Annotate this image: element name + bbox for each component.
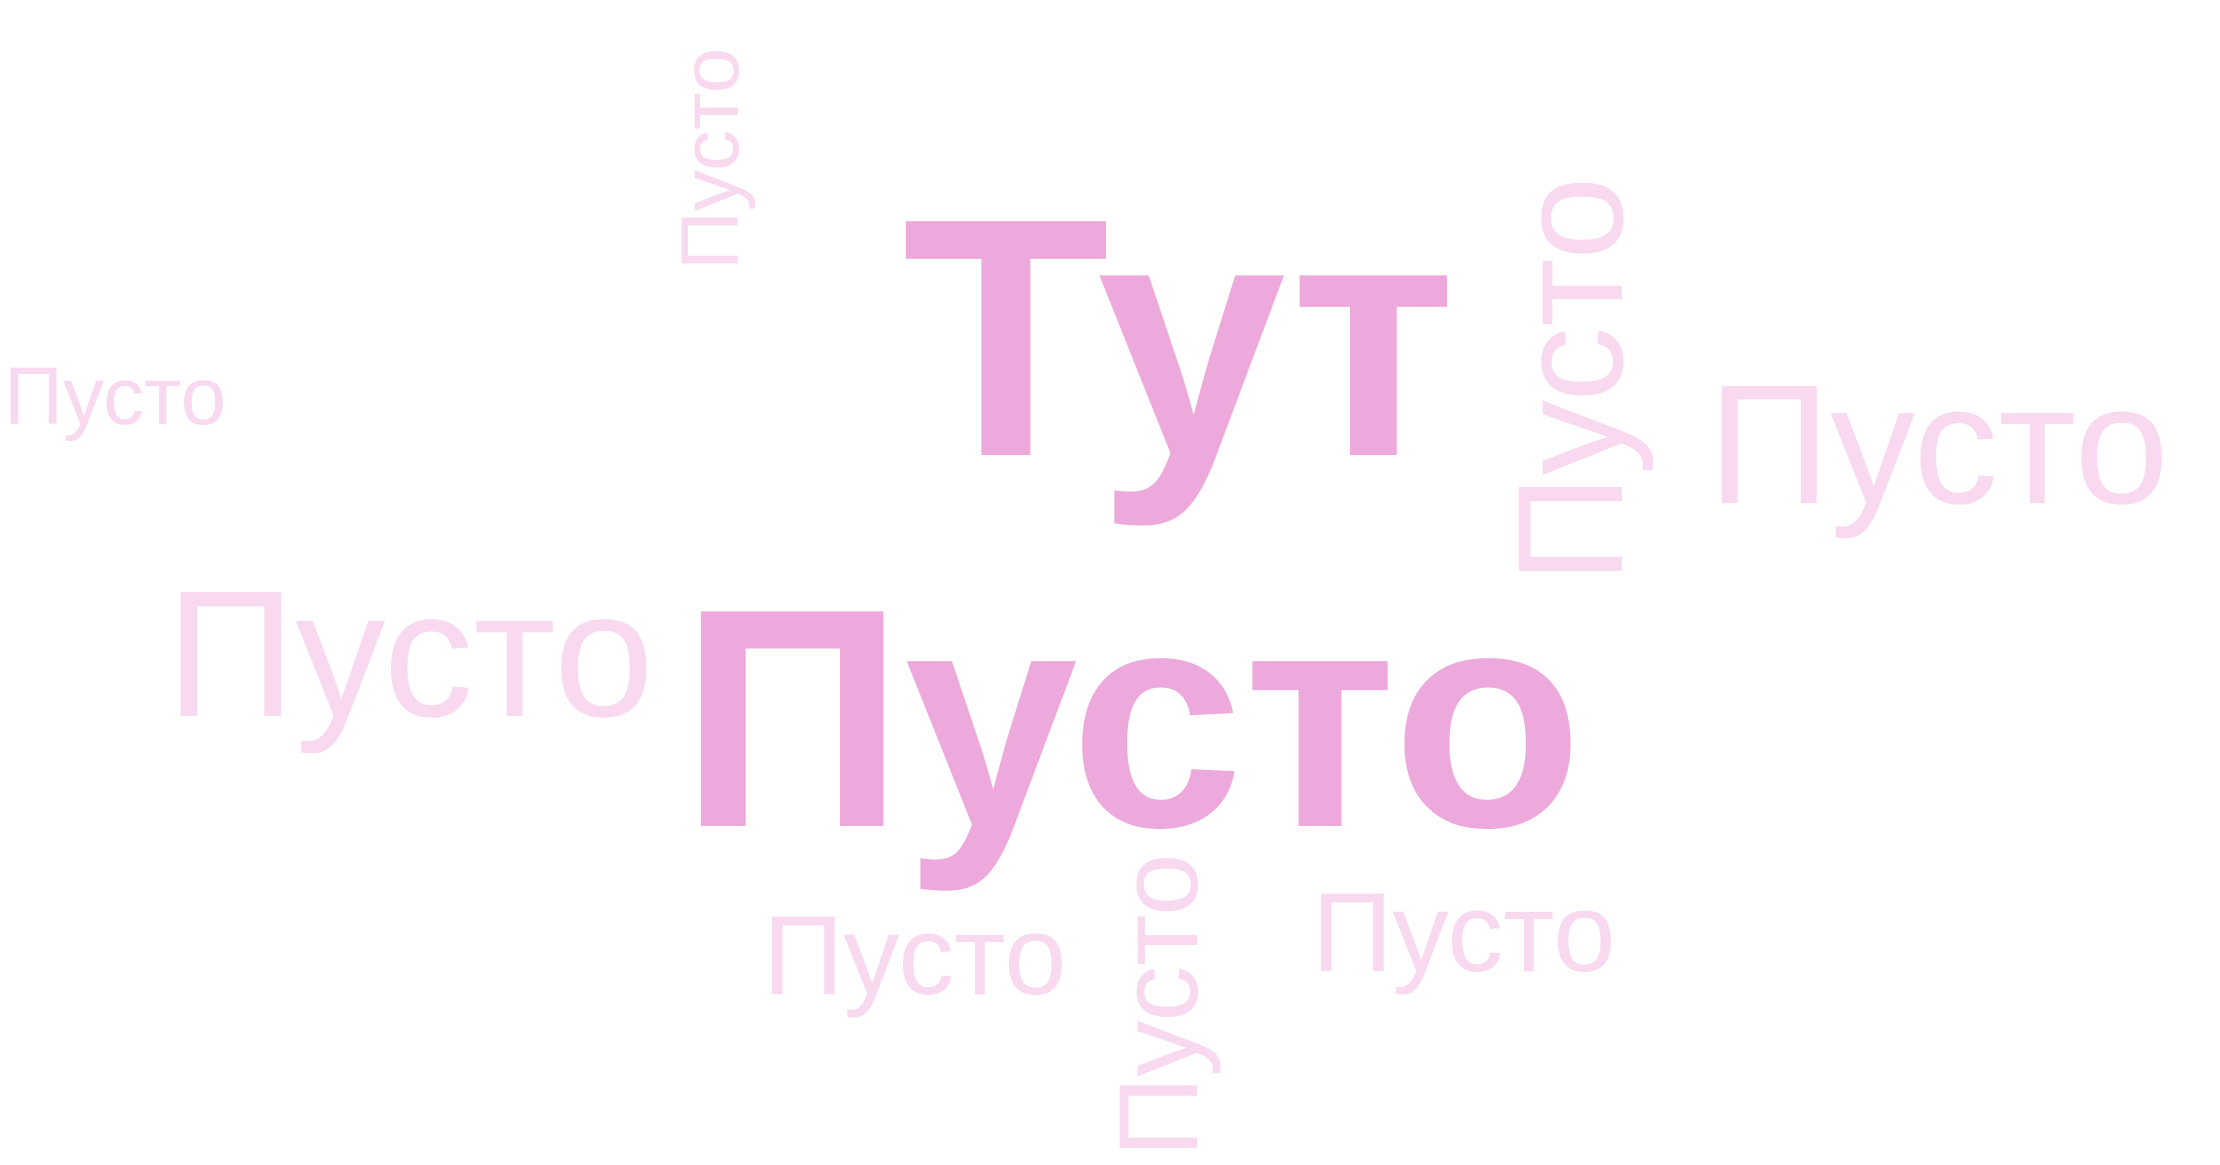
- word-pusto-bottom-right: Пусто: [1312, 870, 1616, 995]
- word-pusto-left-small: Пусто: [4, 351, 227, 442]
- word-pusto-bottom-left: Пусто: [763, 893, 1067, 1018]
- word-pusto-vertical-right: Пусто: [1486, 176, 1654, 583]
- word-pusto-tiny-overlay: Пусто: [1395, 840, 1482, 876]
- word-pusto-right-mid: Пусто: [1708, 350, 2169, 540]
- word-pusto-vertical-top: Пусто: [665, 47, 756, 270]
- word-tut: Тут: [902, 148, 1457, 528]
- word-pusto-vertical-bottom: Пусто: [1096, 853, 1221, 1157]
- word-pusto-large: Пусто: [680, 545, 1583, 893]
- word-pusto-left-mid: Пусто: [166, 554, 654, 755]
